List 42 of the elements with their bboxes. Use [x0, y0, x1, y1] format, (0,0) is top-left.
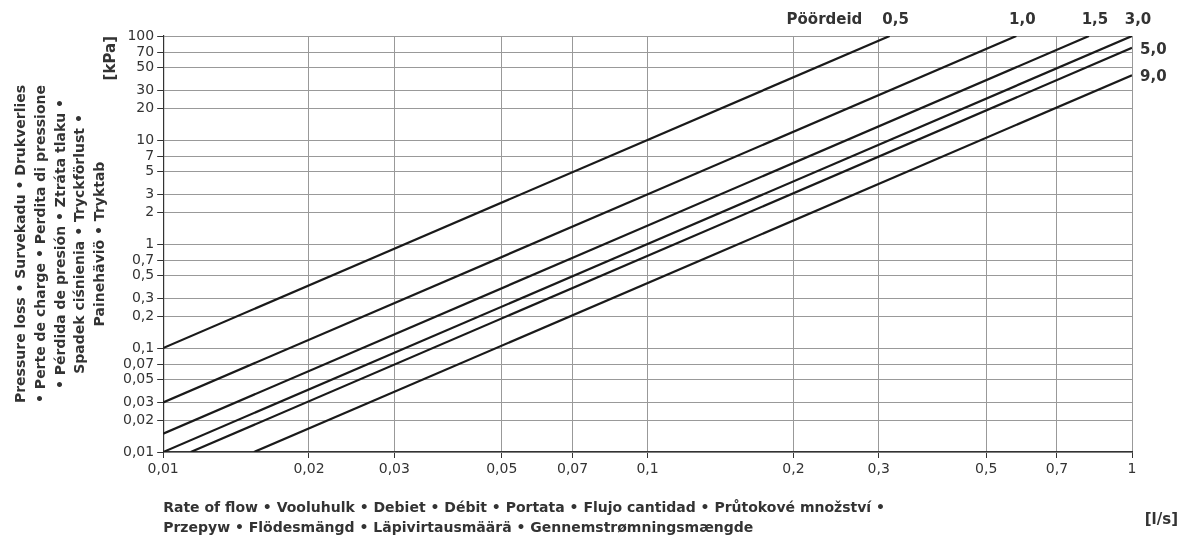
- y-tick-label: 0,7: [131, 250, 155, 267]
- y-tick-label: 20: [136, 99, 155, 116]
- y-tick-label: 0,2: [131, 307, 155, 324]
- y-tick-label: 2: [145, 203, 155, 220]
- y-tick-label: 1: [145, 234, 155, 251]
- x-tick-label: 0,5: [975, 460, 998, 477]
- series-label: 3,0: [1124, 10, 1152, 29]
- x-tick-label: 0,2: [782, 460, 805, 477]
- x-tick-label: 0,03: [378, 460, 410, 477]
- y-tick-label: 30: [136, 81, 155, 98]
- series-label: 5,0: [1140, 39, 1167, 58]
- y-axis-title: Pressure loss • Survekadu • Drukverlies • Perte de charge • Perdita di pressione • Pérdida de presión • Ztráta tlaku • Spadek ciśnienia • Tryckförlust • Painehäviö • Tryktab: [12, 84, 107, 404]
- series-label: 9,0: [1140, 67, 1167, 86]
- y-tick-label: 0,3: [131, 289, 155, 306]
- y-tick-label: 0,02: [123, 411, 155, 428]
- x-tick-label: 1: [1127, 460, 1137, 477]
- y-tick-label: 0,03: [123, 393, 155, 410]
- y-tick-label: 5: [145, 161, 155, 178]
- y-tick-label: 0,01: [123, 442, 155, 459]
- x-tick-label: 0,7: [1045, 460, 1069, 477]
- text: [kPa]: [101, 36, 120, 81]
- y-tick-label: 0,1: [131, 338, 155, 355]
- y-tick-label: 3: [145, 185, 155, 202]
- x-tick-label: 0,07: [556, 460, 589, 477]
- y-tick-label: 50: [136, 57, 155, 74]
- x-tick-label: 0,05: [486, 460, 518, 477]
- y-tick-label: 100: [127, 26, 155, 43]
- y-tick-label: 0,07: [123, 354, 155, 371]
- x-axis-title: Rate of flow • Vooluhulk • Debiet • Débit • Portata • Flujo cantidad • Průtokové množství • Przepyw • Flödesmängd • Läpivirtausmäärä • Gennemstrømningsmængde: [163, 499, 885, 535]
- series-label: 1,0: [1009, 10, 1036, 29]
- legend-title: Pöördeid: [786, 10, 863, 29]
- y-tick-label: 0,05: [123, 369, 155, 386]
- series-label: 1,5: [1081, 10, 1109, 29]
- x-tick-label: 0,3: [867, 460, 890, 477]
- y-tick-label: 0,5: [131, 265, 155, 282]
- x-tick-label: 0,02: [293, 460, 325, 477]
- series-label: 0,5: [882, 10, 909, 29]
- y-tick-label: 10: [136, 130, 155, 147]
- text: [l/s]: [1144, 509, 1178, 528]
- y-tick-label: 70: [136, 42, 155, 59]
- x-tick-label: 0,1: [636, 460, 659, 477]
- y-tick-label: 7: [145, 146, 155, 163]
